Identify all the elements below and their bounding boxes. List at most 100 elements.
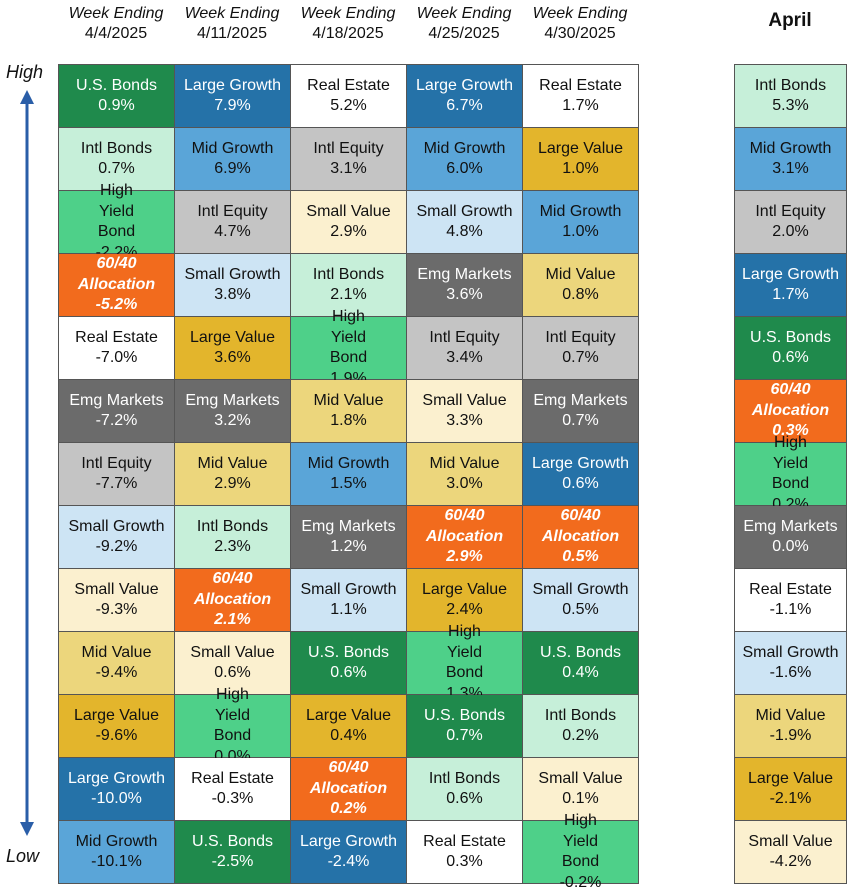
return-value: 7.9% [214,96,250,117]
return-value: 0.0% [772,537,808,558]
asset-class-name: Mid Growth [308,454,390,475]
asset-class-name: Emg Markets [301,517,395,538]
asset-class-name: High Yield Bond [175,685,290,747]
asset-class-name: Mid Growth [424,139,506,160]
return-value: 2.9% [330,222,366,243]
asset-class-name: 60/40 Allocation [291,758,406,799]
return-value: -5.2% [96,295,138,316]
asset-class-cell: Intl Equity-7.7% [59,443,175,506]
return-value: -2.4% [328,852,370,873]
asset-class-name: Real Estate [749,580,832,601]
return-value: 1.8% [330,411,366,432]
return-value: 6.0% [446,159,482,180]
asset-class-cell: Small Value-9.3% [59,569,175,632]
asset-class-name: Mid Growth [192,139,274,160]
asset-class-name: U.S. Bonds [750,328,831,349]
asset-class-name: Intl Bonds [313,265,384,286]
return-value: -2.1% [770,789,812,810]
return-value: 0.6% [330,663,366,684]
asset-class-name: Mid Value [198,454,268,475]
asset-class-name: Mid Value [314,391,384,412]
return-value: -7.7% [96,474,138,495]
asset-class-name: Emg Markets [69,391,163,412]
return-value: 3.3% [446,411,482,432]
april-header: April [734,10,846,32]
return-value: 0.5% [562,547,598,568]
asset-class-name: U.S. Bonds [308,643,389,664]
asset-class-name: High Yield Bond [407,622,522,684]
asset-class-name: Intl Bonds [81,139,152,160]
asset-class-name: Small Growth [742,643,838,664]
asset-class-name: Mid Growth [540,202,622,223]
return-value: 3.6% [446,285,482,306]
return-value: 6.7% [446,96,482,117]
asset-class-name: High Yield Bond [735,433,846,495]
asset-class-name: Emg Markets [417,265,511,286]
asset-class-name: Large Value [538,139,623,160]
return-value: 0.1% [562,789,598,810]
column-header-title: Week Ending [290,4,406,24]
asset-class-name: Small Growth [300,580,396,601]
column-header-title: Week Ending [58,4,174,24]
asset-class-name: Real Estate [307,76,390,97]
column-header-date: 4/30/2025 [522,24,638,44]
return-value: 1.7% [562,96,598,117]
asset-class-name: Small Value [748,832,832,853]
return-value: -2.5% [212,852,254,873]
high-low-arrow-icon [17,88,37,838]
axis-low-label: Low [6,846,39,867]
asset-class-name: Large Value [306,706,391,727]
asset-class-name: Intl Bonds [197,517,268,538]
return-value: -10.1% [91,852,142,873]
return-value: 1.7% [772,285,808,306]
asset-class-name: Intl Bonds [545,706,616,727]
return-value: -4.2% [770,852,812,873]
asset-class-name: 60/40 Allocation [523,506,638,547]
return-value: 1.2% [330,537,366,558]
asset-class-name: Large Growth [68,769,165,790]
return-value: 0.2% [330,799,366,820]
asset-class-name: Intl Bonds [429,769,500,790]
asset-class-cell: Small Growth-1.6% [735,632,847,695]
return-value: 4.7% [214,222,250,243]
asset-class-cell: 60/40 Allocation-5.2% [59,254,175,317]
return-value: 1.5% [330,474,366,495]
return-value: 2.0% [772,222,808,243]
return-value: 3.6% [214,348,250,369]
asset-class-cell: Real Estate-1.1% [735,569,847,632]
asset-class-name: Large Growth [184,76,281,97]
asset-class-name: 60/40 Allocation [407,506,522,547]
asset-class-name: Large Growth [742,265,839,286]
asset-class-name: Small Value [190,643,274,664]
asset-class-cell: Small Growth-9.2% [59,506,175,569]
asset-class-name: Large Value [74,706,159,727]
asset-class-cell: Real Estate-7.0% [59,317,175,380]
asset-class-cell: Small Value-4.2% [735,821,847,884]
asset-class-name: Small Value [306,202,390,223]
